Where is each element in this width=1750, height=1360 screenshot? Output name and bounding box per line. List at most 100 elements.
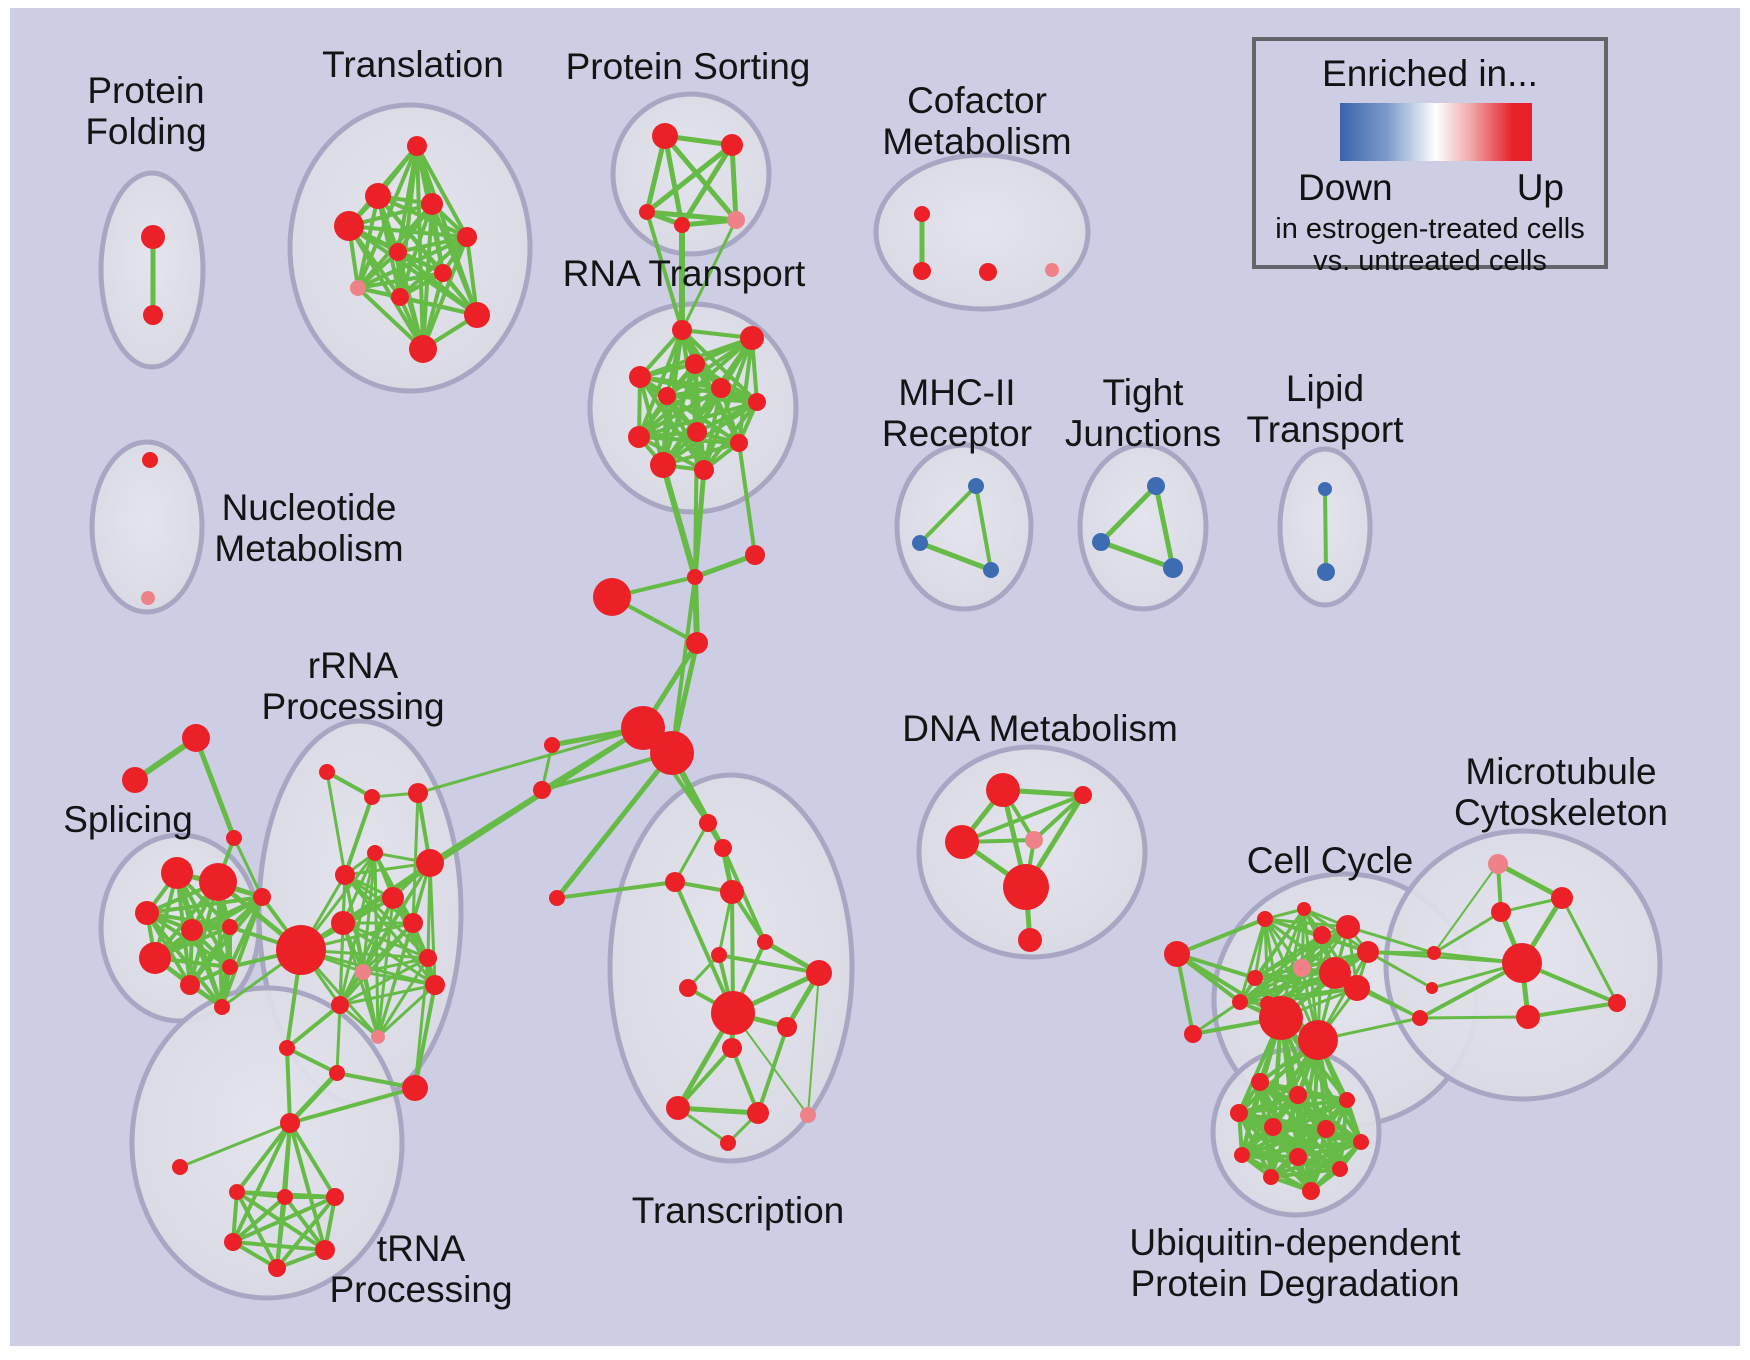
- gene-set-node-rr11[interactable]: [419, 949, 437, 967]
- gene-set-node-cc5[interactable]: [1293, 959, 1311, 977]
- gene-set-node-ccLb[interactable]: [1184, 1025, 1202, 1043]
- gene-set-node-x3[interactable]: [665, 872, 685, 892]
- gene-set-node-cc6[interactable]: [1247, 970, 1263, 986]
- gene-set-node-mt4[interactable]: [1608, 994, 1626, 1012]
- gene-set-node-x2[interactable]: [714, 839, 732, 857]
- gene-set-node-r8[interactable]: [687, 422, 707, 442]
- gene-set-node-d3[interactable]: [945, 825, 979, 859]
- gene-set-node-cc7[interactable]: [1232, 994, 1248, 1010]
- gene-set-node-t9[interactable]: [391, 288, 409, 306]
- gene-set-node-rr2[interactable]: [364, 789, 380, 805]
- gene-set-node-x12[interactable]: [666, 1096, 690, 1120]
- gene-set-node-r1[interactable]: [672, 320, 692, 340]
- gene-set-node-rr8[interactable]: [331, 911, 355, 935]
- gene-set-node-rr16[interactable]: [402, 1075, 428, 1101]
- gene-set-node-s6[interactable]: [253, 888, 271, 906]
- gene-set-node-cf3[interactable]: [979, 263, 997, 281]
- gene-set-node-x1[interactable]: [699, 814, 717, 832]
- gene-set-node-cc2[interactable]: [1297, 902, 1311, 916]
- gene-set-node-rhub[interactable]: [276, 925, 326, 975]
- gene-set-node-r5[interactable]: [658, 387, 676, 405]
- gene-set-node-u6[interactable]: [1317, 1120, 1335, 1138]
- gene-set-node-rr3[interactable]: [408, 783, 428, 803]
- gene-set-node-x6[interactable]: [757, 934, 773, 950]
- gene-set-node-p2[interactable]: [721, 134, 743, 156]
- gene-set-node-s5[interactable]: [222, 919, 238, 935]
- gene-set-node-cn3[interactable]: [1426, 982, 1438, 994]
- gene-set-node-m3[interactable]: [983, 562, 999, 578]
- gene-set-node-t10[interactable]: [464, 302, 490, 328]
- gene-set-node-cf2[interactable]: [913, 262, 931, 280]
- gene-set-node-s9[interactable]: [222, 959, 238, 975]
- gene-set-node-x13[interactable]: [747, 1102, 769, 1124]
- gene-set-node-xh[interactable]: [711, 991, 755, 1035]
- gene-set-node-s8[interactable]: [180, 975, 200, 995]
- gene-set-node-c8[interactable]: [533, 781, 551, 799]
- gene-set-node-pf1[interactable]: [141, 225, 165, 249]
- gene-set-node-c7[interactable]: [544, 737, 560, 753]
- gene-set-node-t7[interactable]: [434, 264, 452, 282]
- gene-set-node-tn1[interactable]: [229, 1184, 245, 1200]
- gene-set-node-d5[interactable]: [1003, 864, 1049, 910]
- gene-set-node-x7[interactable]: [711, 947, 727, 963]
- gene-set-node-t1[interactable]: [407, 136, 427, 156]
- gene-set-node-m1[interactable]: [968, 478, 984, 494]
- gene-set-node-u8[interactable]: [1234, 1147, 1250, 1163]
- gene-set-node-cn1[interactable]: [1412, 1010, 1428, 1026]
- gene-set-node-tn2[interactable]: [277, 1189, 293, 1205]
- gene-set-node-d6[interactable]: [1018, 928, 1042, 952]
- gene-set-node-c6[interactable]: [650, 731, 694, 775]
- gene-set-node-tn3[interactable]: [326, 1188, 344, 1206]
- gene-set-node-cc4[interactable]: [1336, 915, 1360, 939]
- gene-set-node-u2[interactable]: [1289, 1086, 1307, 1104]
- gene-set-node-rr12[interactable]: [425, 975, 445, 995]
- gene-set-node-ccB[interactable]: [1298, 1020, 1338, 1060]
- gene-set-node-cc1[interactable]: [1257, 911, 1273, 927]
- gene-set-node-n1[interactable]: [142, 452, 158, 468]
- gene-set-node-s4[interactable]: [181, 919, 203, 941]
- gene-set-node-s10[interactable]: [214, 999, 230, 1015]
- gene-set-node-t5[interactable]: [457, 227, 477, 247]
- gene-set-node-r6[interactable]: [711, 378, 731, 398]
- gene-set-node-s1[interactable]: [161, 857, 193, 889]
- gene-set-node-x9[interactable]: [679, 979, 697, 997]
- gene-set-node-j3[interactable]: [1163, 558, 1183, 578]
- gene-set-node-rr9[interactable]: [403, 913, 423, 933]
- gene-set-node-r7[interactable]: [748, 393, 766, 411]
- gene-set-node-l1[interactable]: [1318, 482, 1332, 496]
- gene-set-node-rr15[interactable]: [329, 1065, 345, 1081]
- gene-set-node-j2[interactable]: [1092, 533, 1110, 551]
- gene-set-node-x10[interactable]: [777, 1017, 797, 1037]
- gene-set-node-mt3[interactable]: [1516, 1005, 1540, 1029]
- gene-set-node-r3[interactable]: [685, 354, 705, 374]
- gene-set-node-x8[interactable]: [806, 960, 832, 986]
- gene-set-node-d2[interactable]: [1074, 786, 1092, 804]
- gene-set-node-x5[interactable]: [549, 890, 565, 906]
- gene-set-node-c5[interactable]: [621, 706, 665, 750]
- gene-set-node-cc12[interactable]: [1357, 941, 1379, 963]
- gene-set-node-c3[interactable]: [593, 578, 631, 616]
- gene-set-node-mtp[interactable]: [1488, 854, 1508, 874]
- gene-set-node-sg3[interactable]: [226, 830, 242, 846]
- gene-set-node-u7[interactable]: [1353, 1134, 1369, 1150]
- gene-set-node-x4[interactable]: [720, 880, 744, 904]
- gene-set-node-cf1[interactable]: [914, 206, 930, 222]
- gene-set-node-rr6[interactable]: [416, 849, 444, 877]
- gene-set-node-tn4[interactable]: [224, 1233, 242, 1251]
- gene-set-node-u9[interactable]: [1289, 1148, 1307, 1166]
- gene-set-node-s7[interactable]: [139, 942, 171, 974]
- gene-set-node-ccL[interactable]: [1164, 941, 1190, 967]
- gene-set-node-d1[interactable]: [986, 773, 1020, 807]
- gene-set-node-r12[interactable]: [694, 460, 714, 480]
- gene-set-node-r10[interactable]: [730, 434, 748, 452]
- gene-set-node-cf4[interactable]: [1045, 263, 1059, 277]
- gene-set-node-j1[interactable]: [1147, 477, 1165, 495]
- gene-set-node-rr14[interactable]: [279, 1040, 295, 1056]
- gene-set-node-sg1[interactable]: [182, 724, 210, 752]
- gene-set-node-r9[interactable]: [628, 426, 650, 448]
- gene-set-node-t3[interactable]: [421, 193, 443, 215]
- gene-set-node-t4[interactable]: [334, 211, 364, 241]
- gene-set-node-p1[interactable]: [652, 123, 678, 149]
- gene-set-node-mt2[interactable]: [1491, 902, 1511, 922]
- gene-set-node-t11[interactable]: [409, 335, 437, 363]
